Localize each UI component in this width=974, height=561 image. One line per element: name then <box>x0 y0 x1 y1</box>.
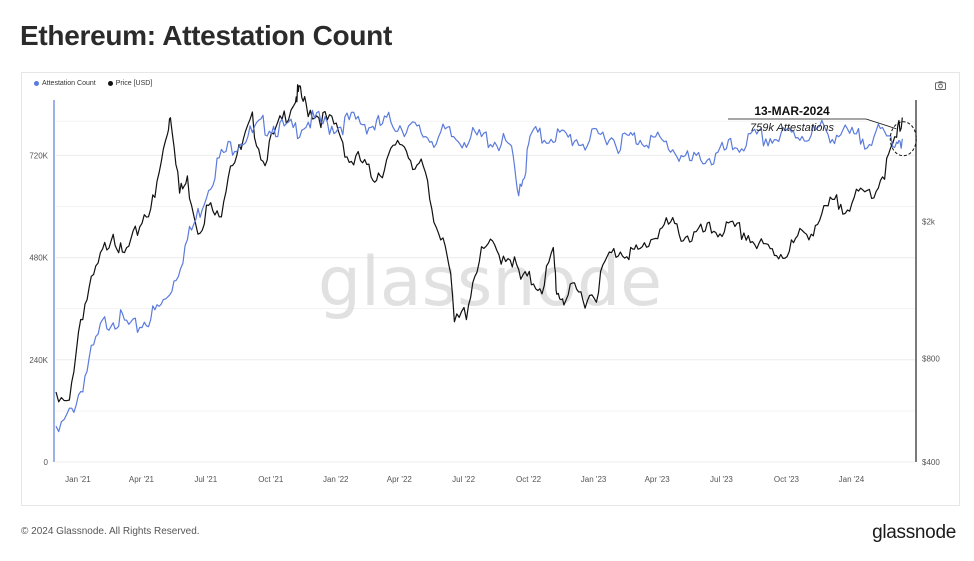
x-tick-label: Oct '21 <box>258 475 284 484</box>
annotation-circle <box>889 121 917 157</box>
attestation-line <box>55 109 903 433</box>
x-tick-label: Oct '23 <box>774 475 800 484</box>
annotation-leader <box>865 118 897 130</box>
brand-logo: glassnode <box>872 522 956 543</box>
page-title: Ethereum: Attestation Count <box>20 20 392 51</box>
x-tick-label: Jan '21 <box>65 475 91 484</box>
right-tick-label: $400 <box>922 458 940 467</box>
right-tick-label: $2k <box>922 217 936 226</box>
camera-icon[interactable] <box>935 81 946 90</box>
legend-label-price: Price [USD] <box>115 80 153 87</box>
right-tick-label: $800 <box>922 354 940 363</box>
copyright: © 2024 Glassnode. All Rights Reserved. <box>21 526 200 537</box>
x-tick-label: Jan '23 <box>581 475 607 484</box>
x-tick-label: Oct '22 <box>516 475 542 484</box>
price-line <box>55 84 903 403</box>
left-tick-label: 240K <box>29 356 48 365</box>
x-tick-label: Apr '23 <box>645 475 671 484</box>
x-tick-label: Jan '24 <box>839 475 865 484</box>
legend-dot-attestation <box>34 81 39 86</box>
legend: Attestation Count Price [USD] <box>34 80 152 87</box>
watermark: glassnode <box>318 243 662 322</box>
legend-item-price[interactable]: Price [USD] <box>107 80 153 87</box>
x-tick-label: Jul '22 <box>452 475 475 484</box>
annotation-date: 13-MAR-2024 <box>754 104 830 118</box>
x-tick-label: Apr '22 <box>387 475 413 484</box>
x-tick-label: Jul '21 <box>194 475 217 484</box>
left-tick-label: 0 <box>44 458 49 467</box>
legend-label-attestation: Attestation Count <box>42 80 96 87</box>
legend-item-attestation[interactable]: Attestation Count <box>34 80 96 87</box>
annotation-text: 759k Attestations <box>750 122 834 134</box>
left-tick-label: 720K <box>29 151 48 160</box>
legend-dot-price <box>107 81 113 86</box>
left-tick-label: 480K <box>29 254 48 263</box>
x-tick-label: Jan '22 <box>323 475 349 484</box>
x-tick-label: Jul '23 <box>710 475 733 484</box>
x-tick-label: Apr '21 <box>129 475 155 484</box>
